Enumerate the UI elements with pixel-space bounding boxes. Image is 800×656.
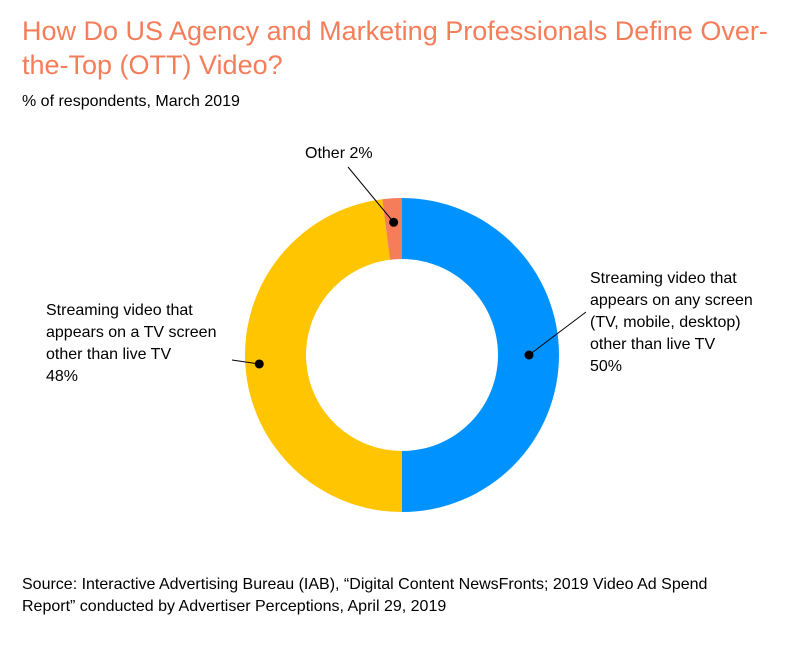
label-leader-lines (231, 166, 587, 369)
leader-any-screen-dot (524, 350, 534, 360)
source-note: Source: Interactive Advertising Bureau (… (22, 576, 708, 615)
leader-other-dot (389, 217, 399, 227)
slice-label-other: Other 2% (305, 145, 373, 162)
donut-slice-any-screen (402, 198, 559, 512)
donut-slices (244, 198, 559, 513)
donut-slice-tv-screen (244, 199, 402, 513)
leader-other-line (347, 166, 395, 223)
slice-label-tv-screen: Streaming video that appears on a TV scr… (46, 302, 217, 385)
chart-title: How Do US Agency and Marketing Professio… (22, 16, 768, 80)
chart-subtitle: % of respondents, March 2019 (22, 93, 240, 110)
leader-tv-screen-dot (254, 359, 264, 369)
donut-slice-other (382, 198, 402, 260)
slice-label-any-screen: Streaming video that appears on any scre… (590, 270, 753, 375)
leader-any-screen-line (528, 311, 587, 356)
leader-tv-screen-line (231, 359, 260, 365)
